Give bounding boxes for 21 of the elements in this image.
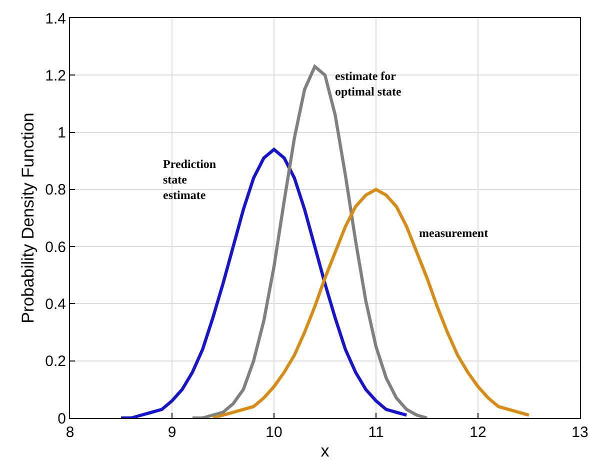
y-tick-label: 0.8	[45, 182, 66, 199]
y-tick-label: 1.4	[45, 10, 66, 28]
x-tick-label: 12	[470, 424, 486, 441]
x-tick-label: 11	[368, 424, 384, 441]
line-series	[119, 148, 408, 418]
y-tick-label: 0.6	[45, 238, 66, 256]
series-label: estimate for optimal state	[335, 69, 402, 99]
text: Prediction state estimate	[163, 157, 216, 202]
y-tick-label: 1.2	[45, 67, 66, 84]
y-tick-label: 1	[58, 124, 66, 142]
y-tick-label: 0.4	[45, 296, 66, 313]
x-tick-label: 8	[66, 424, 74, 441]
x-axis-title: x	[320, 441, 330, 460]
y-axis-title: Probability Density Function	[18, 112, 38, 324]
y-tick-label: 0	[58, 410, 66, 428]
series-label: measurement	[419, 226, 488, 240]
x-tick-label: 10	[266, 424, 282, 441]
y-tick-label: 0.2	[45, 353, 66, 370]
x-tick-label: 13	[572, 424, 588, 441]
line-series	[211, 188, 531, 418]
x-tick-label: 9	[168, 424, 176, 441]
